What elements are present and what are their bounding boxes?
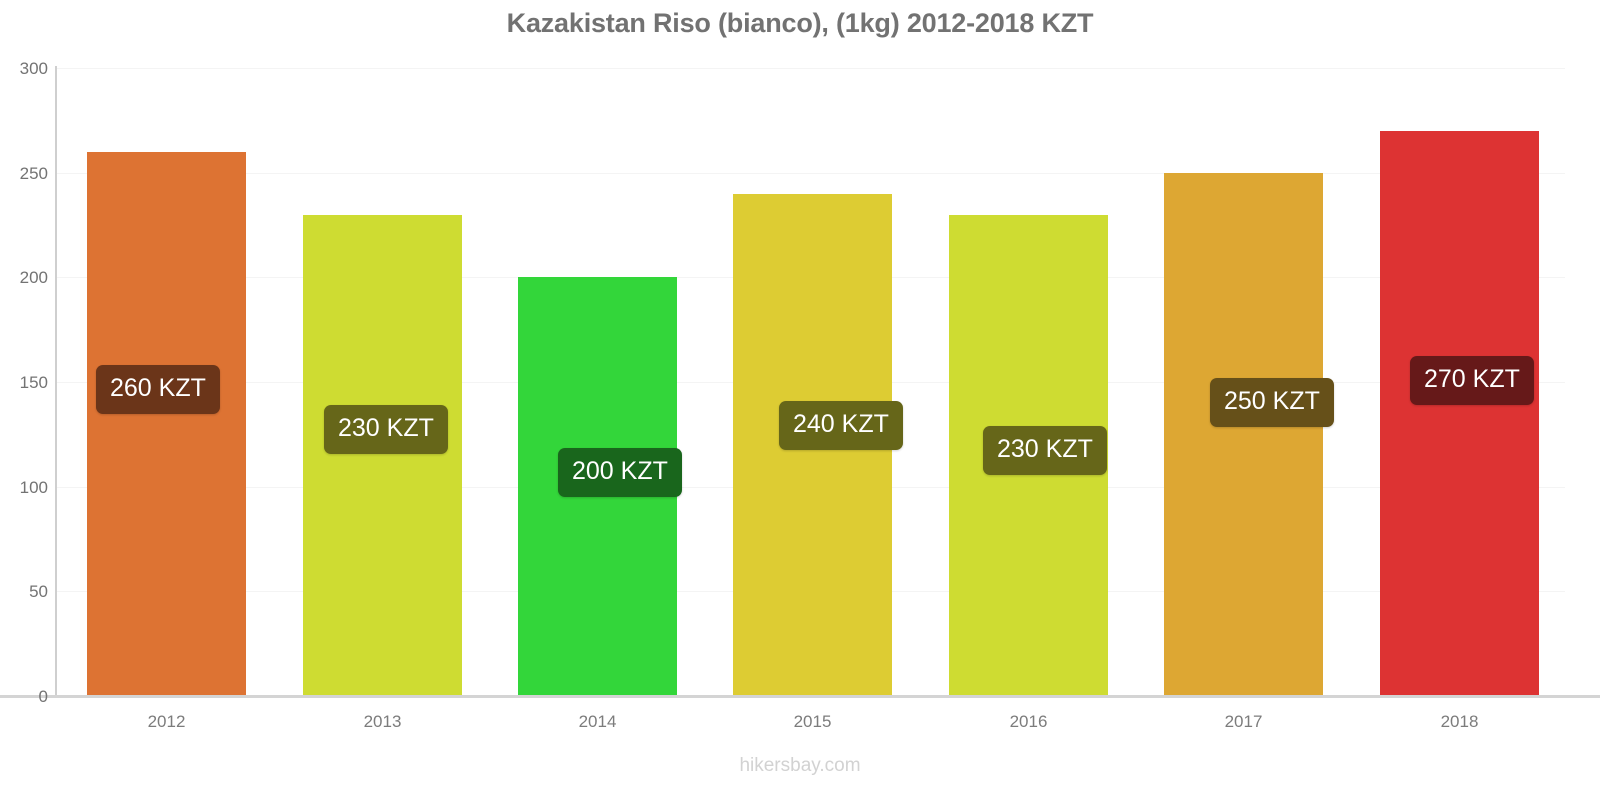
x-axis-tick-label-2018: 2018 xyxy=(1440,712,1479,731)
bar-2018[interactable] xyxy=(1380,130,1539,696)
value-label-2017: 250 KZT xyxy=(1210,378,1334,427)
y-axis-tick-label: 100 xyxy=(19,477,48,497)
footer-credit: hikersbay.com xyxy=(739,755,861,776)
x-axis-tick-label-2017: 2017 xyxy=(1224,712,1263,731)
y-axis-tick-label: 0 xyxy=(38,687,48,706)
x-axis-tick-label-2013: 2013 xyxy=(363,712,402,731)
chart-title: Kazakistan Riso (bianco), (1kg) 2012-201… xyxy=(506,8,1094,38)
bar-2013[interactable] xyxy=(303,214,462,696)
plot-area: 260 KZT 230 KZT 200 KZT 240 KZT 230 KZT 250 K… xyxy=(57,68,1565,696)
y-axis-tick-label: 150 xyxy=(19,373,48,392)
y-axis-tick-label: 250 xyxy=(19,163,48,183)
value-label-2014: 200 KZT xyxy=(558,448,682,497)
gridline xyxy=(57,172,1565,174)
bar-2012[interactable] xyxy=(87,151,246,696)
value-label-2015: 240 KZT xyxy=(779,401,903,450)
value-label-2012: 260 KZT xyxy=(96,365,220,414)
x-axis-line xyxy=(0,695,1600,698)
gridline xyxy=(57,68,1565,69)
y-axis-line xyxy=(55,66,57,698)
value-label-2013: 230 KZT xyxy=(324,405,448,454)
bar-2017[interactable] xyxy=(1164,172,1323,696)
x-axis-tick-label-2015: 2015 xyxy=(793,712,832,731)
value-label-2018: 270 KZT xyxy=(1410,356,1534,405)
x-axis-tick-label-2016: 2016 xyxy=(1009,712,1048,731)
y-axis-tick-label: 200 xyxy=(19,268,48,288)
x-axis-tick-label-2014: 2014 xyxy=(578,712,617,731)
x-axis-tick-label-2012: 2012 xyxy=(147,712,186,731)
y-axis-tick-label: 300 xyxy=(19,59,48,78)
value-label-2016: 230 KZT xyxy=(983,426,1107,475)
y-axis-tick-label: 50 xyxy=(29,582,48,602)
